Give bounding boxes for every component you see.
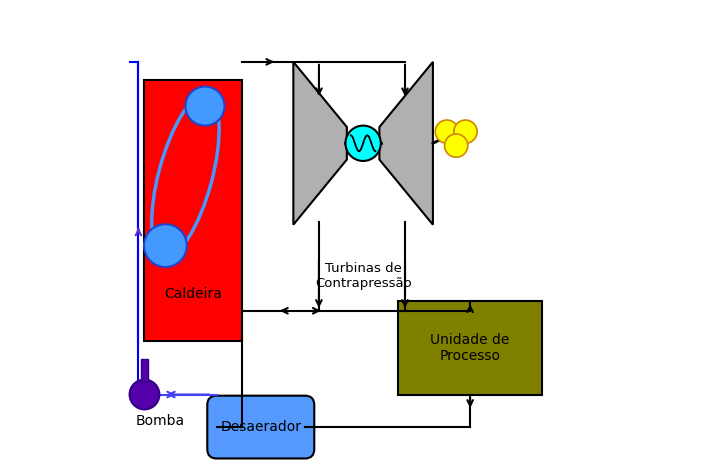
Text: Unidade de
Processo: Unidade de Processo: [430, 333, 510, 363]
Text: Desaerador: Desaerador: [220, 420, 302, 434]
FancyBboxPatch shape: [398, 301, 542, 395]
FancyBboxPatch shape: [141, 358, 148, 382]
Circle shape: [444, 134, 467, 157]
Circle shape: [454, 120, 477, 143]
Text: Turbinas de
Contrapressão: Turbinas de Contrapressão: [315, 262, 411, 290]
Text: Caldeira: Caldeira: [165, 287, 222, 301]
Circle shape: [345, 125, 381, 161]
Circle shape: [186, 87, 224, 125]
Circle shape: [144, 224, 187, 267]
Circle shape: [435, 120, 458, 143]
Circle shape: [129, 380, 160, 410]
Text: Bomba: Bomba: [135, 414, 184, 428]
FancyBboxPatch shape: [145, 80, 242, 341]
Polygon shape: [293, 62, 347, 225]
FancyBboxPatch shape: [207, 395, 314, 459]
Polygon shape: [380, 62, 433, 225]
